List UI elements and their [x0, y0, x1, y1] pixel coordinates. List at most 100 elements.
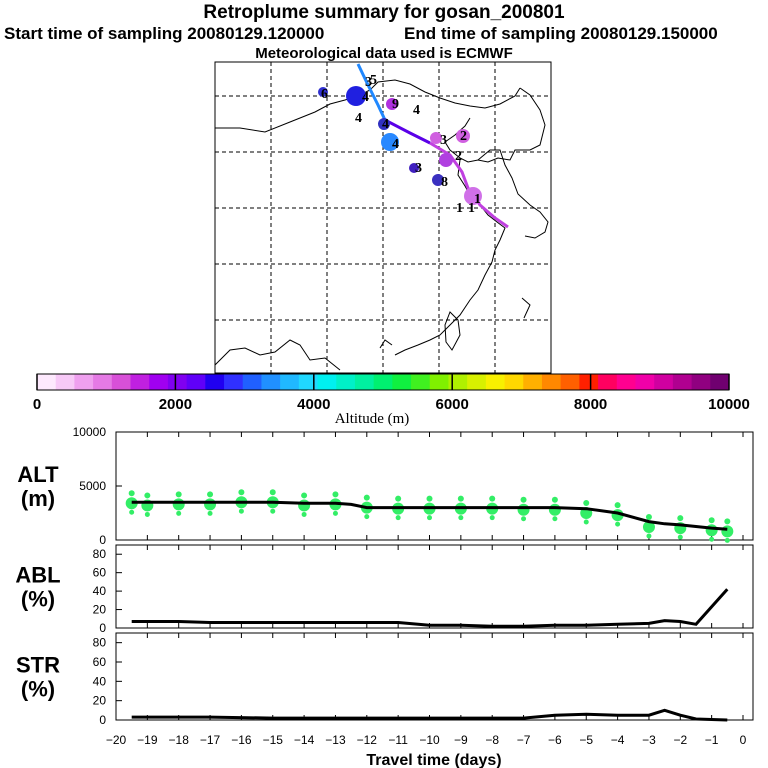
- colorbar-cell: [672, 374, 693, 390]
- x-tick-label: −7: [517, 733, 531, 747]
- marker-circle: [432, 174, 444, 186]
- colorbar-cell: [654, 374, 674, 390]
- marker-circle: [346, 86, 366, 106]
- scatter-point: [176, 510, 182, 516]
- y-tick-label: 80: [93, 636, 107, 650]
- colorbar-cell: [616, 374, 636, 390]
- map-marker-label: 2: [455, 149, 462, 164]
- x-axis-label: Travel time (days): [366, 752, 501, 768]
- map-marker-label: 3: [415, 161, 422, 176]
- scatter-point: [207, 510, 213, 516]
- panel-ylabel-units: (%): [21, 587, 55, 612]
- colorbar-cell: [167, 374, 188, 390]
- scatter-point: [646, 533, 652, 539]
- y-tick-label: 0: [99, 621, 106, 635]
- colorbar-tick-label: 4000: [297, 396, 330, 413]
- colorbar-cell: [111, 374, 132, 390]
- colorbar-tick-label: 10000: [708, 396, 750, 413]
- colorbar-cell: [336, 374, 356, 390]
- colorbar-cell: [186, 374, 206, 390]
- x-tick-label: −10: [419, 733, 440, 747]
- scatter-point: [583, 500, 590, 506]
- colorbar-cell: [373, 374, 393, 390]
- scatter-point: [709, 536, 715, 542]
- scatter-point: [724, 537, 730, 543]
- y-tick-label: 20: [93, 694, 107, 708]
- colorbar-cell: [560, 374, 580, 390]
- scatter-point: [207, 491, 214, 498]
- colorbar-cell: [205, 374, 225, 390]
- colorbar-tick-label: 8000: [574, 396, 607, 413]
- colorbar-cell: [261, 374, 281, 390]
- scatter-point: [144, 492, 151, 499]
- scatter-point: [642, 521, 655, 534]
- panel-ylabel: STR: [16, 653, 60, 678]
- colorbar-cell: [74, 374, 94, 390]
- scatter-point: [395, 495, 402, 502]
- x-tick-label: −14: [294, 733, 315, 747]
- colorbar-tick-label: 6000: [436, 396, 469, 413]
- y-tick-label: 80: [93, 547, 107, 561]
- scatter-point: [144, 511, 150, 517]
- x-tick-label: −9: [454, 733, 468, 747]
- y-tick-label: 40: [93, 584, 107, 598]
- scatter-point: [363, 494, 370, 501]
- scatter-point: [614, 502, 621, 509]
- scatter-point: [301, 492, 308, 499]
- x-tick-label: 0: [740, 733, 747, 747]
- marker-circle: [386, 98, 398, 110]
- panel-ylabel: ABL: [15, 563, 60, 588]
- scatter-point: [489, 495, 496, 502]
- marker-circle: [456, 129, 470, 143]
- colorbar-cell: [55, 374, 75, 390]
- met-data: Meteorological data used is ECMWF: [255, 45, 513, 62]
- colorbar-cell: [504, 374, 524, 390]
- colorbar-cell: [411, 374, 431, 390]
- series-line: [131, 588, 729, 628]
- x-tick-label: −13: [325, 733, 346, 747]
- panel-ylabel-units: (m): [21, 486, 55, 511]
- x-tick-label: −20: [106, 733, 127, 747]
- colorbar-cell: [37, 374, 57, 390]
- series-line: [131, 708, 728, 722]
- scatter-point: [298, 499, 311, 512]
- scatter-point: [677, 534, 683, 540]
- scatter-point: [395, 515, 401, 521]
- x-tick-label: −3: [642, 733, 656, 747]
- colorbar-tick-label: 0: [33, 396, 41, 413]
- colorbar-cell: [93, 374, 113, 390]
- scatter-point: [645, 514, 652, 521]
- colorbar-cell: [280, 374, 300, 390]
- scatter-point: [552, 516, 558, 522]
- scatter-point: [301, 511, 307, 517]
- x-tick-label: −19: [137, 733, 158, 747]
- marker-circle: [409, 163, 419, 173]
- x-tick-label: −15: [263, 733, 284, 747]
- x-tick-label: −2: [673, 733, 687, 747]
- x-tick-label: −8: [485, 733, 499, 747]
- scatter-point: [332, 510, 338, 516]
- panel-frame: [115, 544, 754, 629]
- scatter-point: [128, 490, 135, 497]
- panel-abl: 80 60 40 20 0 ABL(%): [15, 544, 754, 635]
- y-tick-label: 0: [99, 713, 106, 727]
- y-tick-label: 5000: [79, 479, 106, 493]
- map-marker-label: 4: [362, 90, 369, 105]
- map-marker-label: 1: [474, 192, 481, 207]
- colorbar-cell: [541, 374, 562, 390]
- scatter-point: [204, 498, 217, 511]
- map-grid: [215, 62, 551, 373]
- scatter-point: [427, 515, 432, 521]
- map-marker-label: 5: [370, 73, 377, 88]
- y-tick-label: 40: [93, 674, 107, 688]
- series-line: [131, 500, 728, 531]
- colorbar-cell: [298, 374, 319, 390]
- colorbar-cell: [242, 374, 262, 390]
- panel-alt: 10000 5000 0 ALT(m): [17, 425, 754, 547]
- scatter-point: [175, 491, 182, 498]
- end-time: End time of sampling 20080129.150000: [404, 24, 718, 43]
- y-tick-label: 60: [93, 655, 107, 669]
- scatter-point: [520, 496, 527, 503]
- scatter-point: [521, 516, 527, 522]
